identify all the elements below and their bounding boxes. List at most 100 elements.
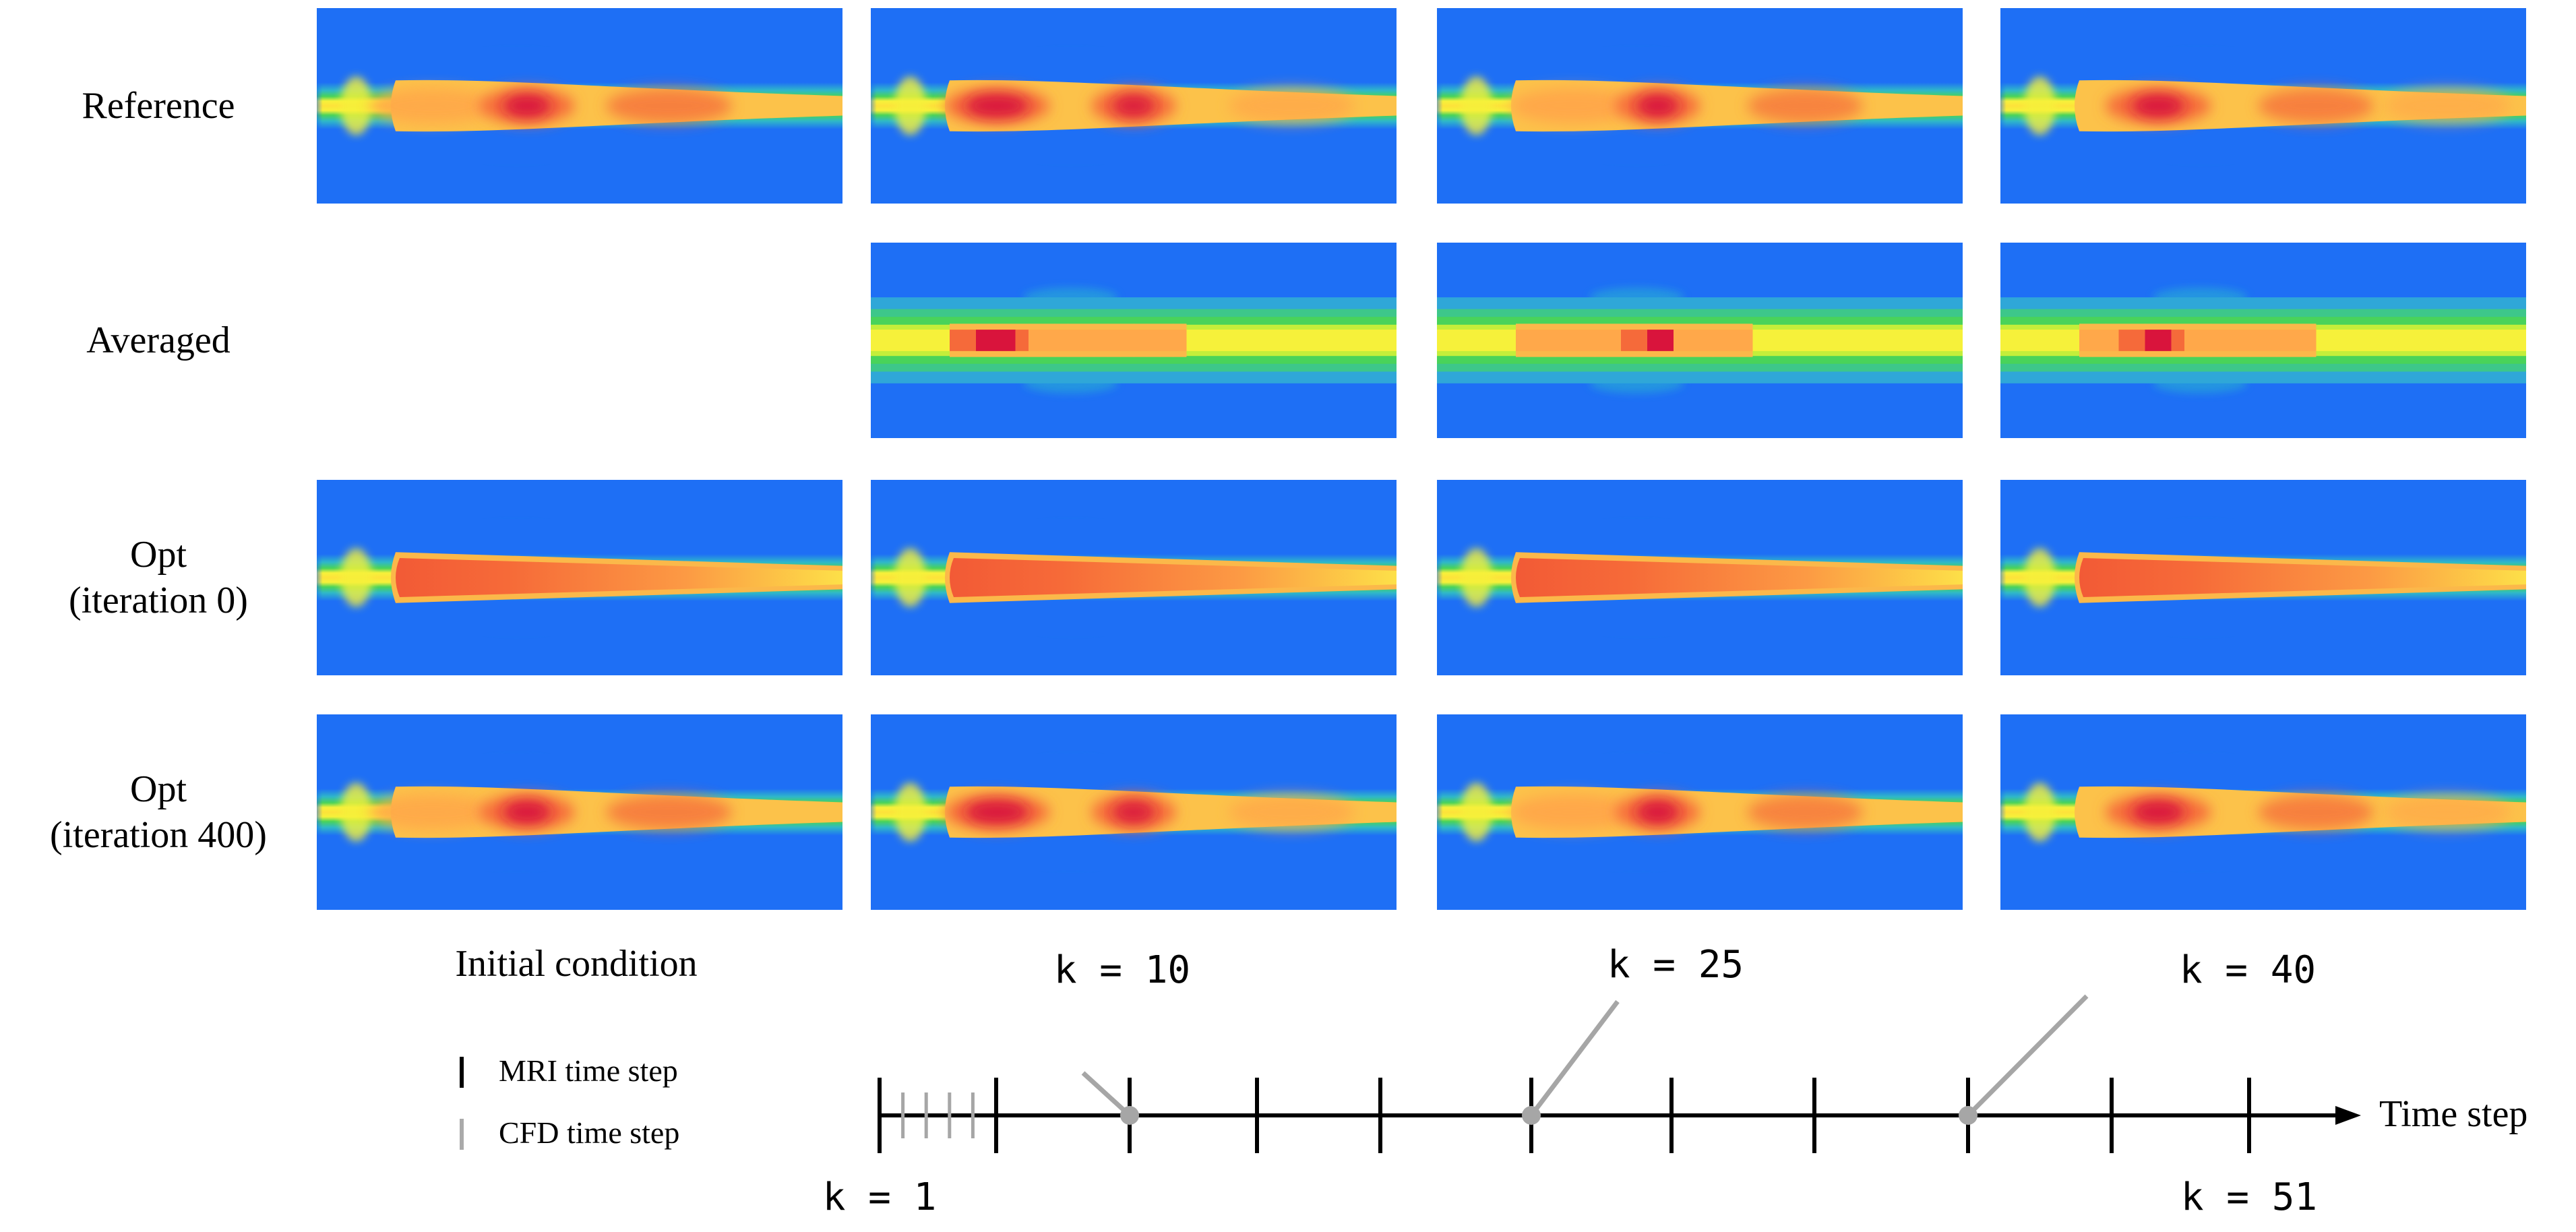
jet-core [2079,558,2526,597]
velocity-cell [1555,330,1569,351]
velocity-cell [2106,330,2119,351]
vortex-blob [369,88,496,124]
velocity-cell [1160,350,1173,357]
vortex-blob [1228,88,1355,124]
velocity-cell [1621,330,1634,351]
velocity-cell [1634,324,1648,330]
velocity-cell [2106,350,2119,357]
velocity-cell [1542,330,1556,351]
velocity-cell [1686,330,1700,351]
end-label: k = 51 [2181,1175,2317,1219]
velocity-cell [2171,350,2185,357]
velocity-cell [1068,350,1082,357]
vortex-blob [1636,800,1679,824]
velocity-cell [2145,324,2159,330]
flow-panel-reference-initial [317,8,842,204]
velocity-cell [2276,324,2290,330]
velocity-cell [2224,330,2238,351]
column-label-k40: k = 40 [2180,948,2316,992]
velocity-cell [962,324,977,330]
inlet-region [1461,548,1492,607]
snapshot-marker [1522,1106,1541,1125]
velocity-cell [1094,350,1108,357]
inlet-region [340,76,372,135]
flow-panel-opt0-k40 [2000,480,2526,675]
velocity-cell [2237,350,2250,357]
vortex-blob [2132,800,2184,824]
inlet-region [2024,548,2056,607]
velocity-cell [1015,350,1029,357]
velocity-cell [1726,324,1740,330]
velocity-cell [989,330,1003,351]
velocity-cell [1068,324,1082,330]
vortex-blob [606,88,733,124]
velocity-cell [1713,350,1727,357]
row-label-line: Opt [130,534,187,576]
flow-panel-opt400-k40 [2000,714,2526,910]
velocity-cell [1555,324,1569,330]
velocity-cell [1739,324,1753,330]
vortex-blob [1112,800,1155,824]
axis-arrow [2335,1106,2361,1125]
velocity-cell [1647,350,1661,357]
velocity-cell [1146,324,1161,330]
velocity-cell [2158,324,2172,330]
velocity-cell [2211,324,2224,330]
flow-panel-opt400-k10 [871,714,1397,910]
velocity-cell [2092,330,2106,351]
velocity-cell [1160,330,1173,351]
velocity-cell [1146,350,1161,357]
flow-panel-reference-k10 [871,8,1397,204]
velocity-cell [2092,324,2106,330]
velocity-cell [2211,330,2224,351]
jet-envelope [1511,786,1963,838]
velocity-cell [1041,350,1055,357]
row-label-line: (iteration 400) [50,814,267,856]
velocity-cell [2197,330,2211,351]
velocity-cell [950,324,963,330]
flow-panel-averaged-k10 [871,243,1397,438]
vortex-blob [1510,88,1637,124]
inlet-region [894,548,926,607]
flow-panel-opt0-k10 [871,480,1397,675]
column-label-k25: k = 25 [1607,943,1744,987]
snapshot-connector [1529,999,1620,1117]
jet-core [1516,558,1963,597]
velocity-cell [2171,330,2185,351]
velocity-cell [1595,330,1608,351]
velocity-cell [2197,324,2211,330]
velocity-cell [1700,350,1713,357]
snapshot-connector [1081,1071,1132,1117]
flow-panel-averaged-k25 [1437,243,1963,438]
velocity-cell [1739,350,1753,357]
velocity-cell [2118,324,2133,330]
velocity-cell [1173,330,1187,351]
row-label-line: Reference [82,85,235,127]
velocity-cell [2132,350,2145,357]
velocity-cell [1568,330,1582,351]
velocity-cell [1516,330,1529,351]
velocity-cell [1055,324,1068,330]
velocity-cell [1700,324,1713,330]
inlet-region [1461,782,1492,842]
velocity-cell [2171,324,2185,330]
velocity-cell [1555,350,1569,357]
inlet-region [894,782,926,842]
vortex-blob [1747,88,1863,124]
velocity-cell [2290,350,2303,357]
legend-label: CFD time step [499,1115,679,1150]
velocity-cell [962,330,977,351]
row-label-line: Averaged [86,319,231,361]
velocity-cell [2132,330,2145,351]
velocity-cell [2079,350,2093,357]
legend-label: MRI time step [499,1053,678,1088]
snapshot-marker [1959,1106,1977,1125]
velocity-cell [1674,350,1687,357]
snapshot-marker [1120,1106,1139,1125]
flow-panel-opt400-initial [317,714,842,910]
inlet-region [2024,76,2056,135]
velocity-cell [1726,350,1740,357]
vortex-blob [503,94,551,118]
velocity-cell [1041,324,1055,330]
